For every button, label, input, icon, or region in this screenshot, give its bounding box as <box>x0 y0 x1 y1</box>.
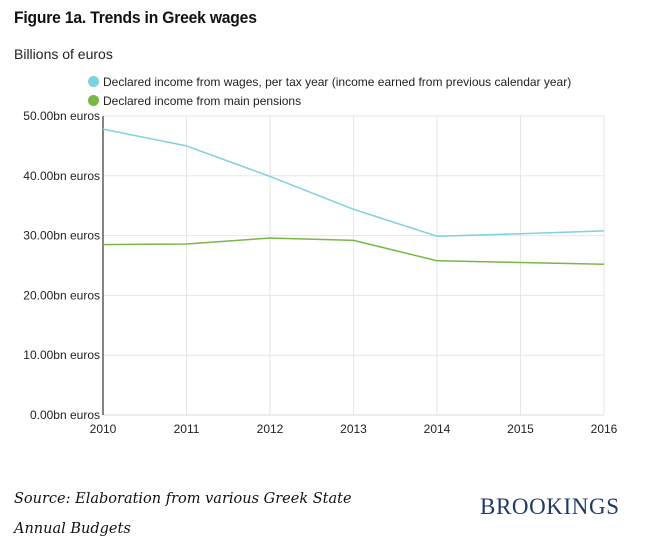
y-tick-label: 0.00bn euros <box>30 408 100 422</box>
y-tick-label: 40.00bn euros <box>23 169 100 183</box>
y-tick-label: 50.00bn euros <box>23 109 100 123</box>
x-tick-label: 2016 <box>591 422 618 436</box>
legend-item-wages[interactable]: Declared income from wages, per tax year… <box>88 72 571 91</box>
line-chart: 0.00bn euros 10.00bn euros 20.00bn euros 30… <box>23 109 618 436</box>
x-tick-label: 2010 <box>90 422 117 436</box>
unit-label: Billions of euros <box>14 46 113 62</box>
series-line-wages <box>102 128 605 237</box>
legend-label-pensions: Declared income from main pensions <box>103 93 302 108</box>
y-tick-label: 20.00bn euros <box>23 288 100 302</box>
legend-item-pensions[interactable]: Declared income from main pensions <box>88 91 571 110</box>
legend: Declared income from wages, per tax year… <box>88 72 571 110</box>
legend-label-wages: Declared income from wages, per tax year… <box>103 74 572 89</box>
y-tick-label: 30.00bn euros <box>23 229 100 243</box>
brookings-logo: BROOKINGS <box>480 494 620 519</box>
chart-title: Figure 1a. Trends in Greek wages <box>14 8 257 27</box>
x-tick-label: 2011 <box>174 422 200 436</box>
legend-swatch-wages <box>88 76 99 87</box>
source-note: Source: Elaboration from various Greek S… <box>14 491 352 537</box>
x-tick-label: 2012 <box>257 422 284 436</box>
series-line-pensions <box>102 237 605 266</box>
legend-swatch-pensions <box>88 95 99 106</box>
x-tick-label: 2014 <box>424 422 451 436</box>
y-tick-label: 10.00bn euros <box>23 348 100 362</box>
x-tick-label: 2015 <box>507 422 534 436</box>
x-tick-label: 2013 <box>340 422 367 436</box>
